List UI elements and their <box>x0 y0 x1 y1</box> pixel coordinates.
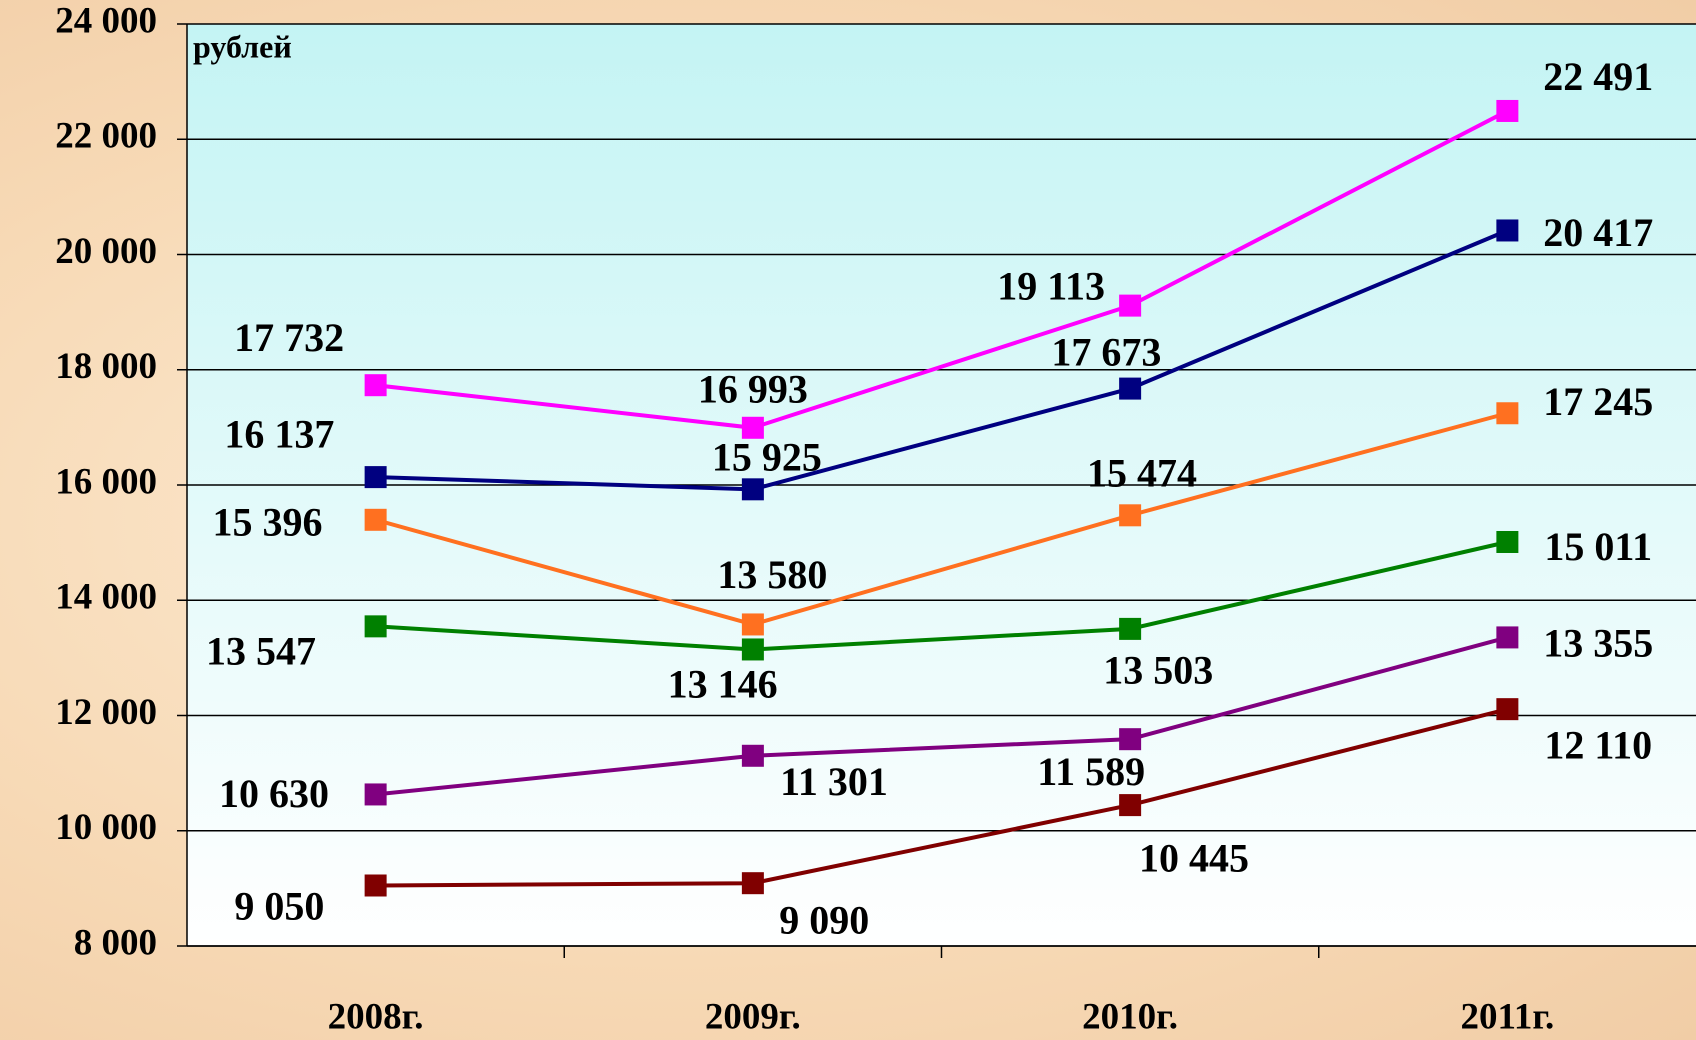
data-point <box>741 613 764 636</box>
data-label: 15 474 <box>1087 451 1197 496</box>
data-label: 22 491 <box>1543 54 1653 99</box>
data-label: 9 090 <box>779 897 869 942</box>
data-label: 10 630 <box>219 771 329 816</box>
x-tick-label: 2009г. <box>705 996 801 1037</box>
data-point <box>1119 794 1142 817</box>
x-tick-label: 2008г. <box>328 996 424 1037</box>
data-label: 17 245 <box>1543 379 1653 424</box>
data-point <box>741 416 764 439</box>
data-point <box>364 874 387 897</box>
data-label: 11 301 <box>780 759 888 804</box>
data-point <box>741 744 764 767</box>
x-tick-label: 2010г. <box>1082 996 1178 1037</box>
data-label: 17 732 <box>234 315 344 360</box>
data-label: 15 396 <box>212 499 322 544</box>
y-tick-label: 8 000 <box>74 922 157 963</box>
series-line <box>375 635 1508 797</box>
data-point <box>1119 377 1142 400</box>
series-line <box>375 109 1509 430</box>
y-tick-label: 10 000 <box>55 807 157 848</box>
data-point <box>741 872 764 895</box>
y-tick-label: 12 000 <box>55 692 157 733</box>
data-point <box>364 783 387 806</box>
data-point <box>1496 99 1519 122</box>
data-label: 9 050 <box>234 884 324 929</box>
data-point <box>1496 698 1519 721</box>
y-tick-label: 24 000 <box>55 0 157 41</box>
y-tick-label: 18 000 <box>55 346 157 387</box>
series-line <box>375 540 1508 652</box>
data-label: 13 355 <box>1543 620 1653 665</box>
data-point <box>1496 530 1519 553</box>
data-label: 15 925 <box>712 434 822 479</box>
data-label: 12 110 <box>1544 722 1652 767</box>
series-line <box>375 228 1509 492</box>
data-label: 19 113 <box>997 264 1105 309</box>
data-point <box>1496 219 1519 242</box>
data-label: 15 011 <box>1544 524 1652 569</box>
data-point <box>1119 504 1142 527</box>
data-label: 17 673 <box>1051 329 1161 374</box>
data-point <box>364 466 387 489</box>
data-label: 13 547 <box>206 629 316 674</box>
data-label: 11 589 <box>1037 749 1145 794</box>
data-point <box>364 508 387 531</box>
series-line <box>375 707 1508 888</box>
x-tick-label: 2011г. <box>1460 996 1554 1037</box>
data-point <box>1496 402 1519 425</box>
data-label: 16 137 <box>224 411 334 456</box>
series-line <box>375 411 1508 627</box>
data-label: 13 580 <box>717 552 827 597</box>
data-point <box>1119 728 1142 751</box>
y-tick-label: 14 000 <box>55 577 157 618</box>
data-label: 13 503 <box>1103 647 1213 692</box>
data-point <box>1119 617 1142 640</box>
y-tick-label: 20 000 <box>55 231 157 272</box>
data-point <box>1119 294 1142 317</box>
data-label: 13 146 <box>668 662 778 707</box>
y-tick-label: 16 000 <box>55 461 157 502</box>
data-point <box>1496 626 1519 649</box>
y-tick-label: 22 000 <box>55 116 157 157</box>
data-label: 16 993 <box>698 366 808 411</box>
data-point <box>364 374 387 397</box>
data-point <box>741 478 764 501</box>
y-axis-label: рублей <box>193 28 292 64</box>
data-label: 10 445 <box>1139 836 1249 881</box>
data-point <box>741 638 764 661</box>
data-point <box>364 615 387 638</box>
data-label: 20 417 <box>1543 210 1653 255</box>
